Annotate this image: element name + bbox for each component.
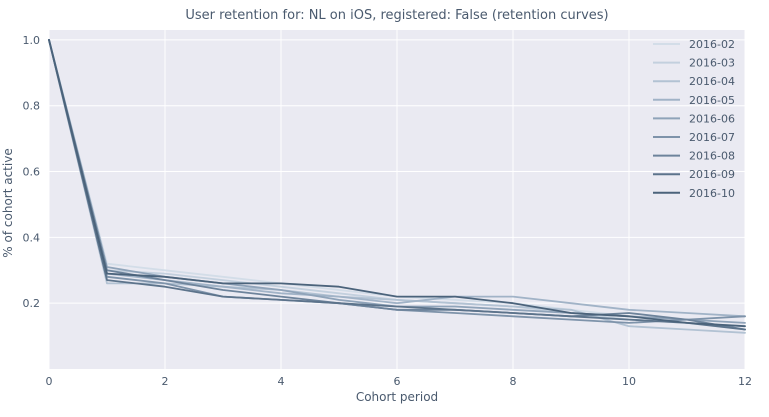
x-tick-label: 2: [162, 375, 169, 388]
legend-label: 2016-04: [689, 75, 735, 88]
legend: 2016-02 2016-03 2016-04 2016-05 2016-06 2016-…: [653, 38, 735, 200]
legend-label: 2016-10: [689, 187, 735, 200]
legend-item: 2016-07: [653, 131, 735, 144]
legend-item: 2016-09: [653, 168, 735, 181]
legend-item: 2016-02: [653, 38, 735, 51]
x-tick-label: 6: [394, 375, 401, 388]
y-tick-label: 0.4: [23, 231, 41, 244]
y-tick-labels: 0.2 0.4 0.6 0.8 1.0: [23, 34, 41, 310]
legend-label: 2016-08: [689, 150, 735, 163]
x-axis-label: Cohort period: [356, 390, 438, 404]
legend-label: 2016-09: [689, 168, 735, 181]
x-tick-label: 12: [738, 375, 752, 388]
chart-title: User retention for: NL on iOS, registere…: [185, 8, 608, 23]
legend-item: 2016-03: [653, 57, 735, 70]
x-tick-labels: 0 2 4 6 8 10 12: [46, 375, 753, 388]
legend-label: 2016-06: [689, 112, 735, 125]
legend-item: 2016-04: [653, 75, 735, 88]
legend-item: 2016-08: [653, 150, 735, 163]
legend-label: 2016-03: [689, 57, 735, 70]
legend-item: 2016-06: [653, 112, 735, 125]
grid: [48, 30, 746, 369]
x-tick-label: 8: [510, 375, 517, 388]
y-tick-label: 1.0: [23, 34, 41, 47]
series-lines: [48, 39, 746, 334]
x-tick-label: 0: [46, 375, 53, 388]
series-line-2016-09: [48, 39, 746, 331]
series-line-2016-08: [48, 39, 746, 331]
y-tick-label: 0.8: [23, 100, 41, 113]
x-tick-label: 10: [622, 375, 636, 388]
x-tick-label: 4: [278, 375, 285, 388]
y-axis-label: % of cohort active: [1, 148, 15, 257]
legend-label: 2016-05: [689, 94, 735, 107]
legend-item: 2016-05: [653, 94, 735, 107]
legend-label: 2016-02: [689, 38, 735, 51]
y-tick-label: 0.2: [23, 297, 41, 310]
y-tick-label: 0.6: [23, 166, 41, 179]
legend-label: 2016-07: [689, 131, 735, 144]
series-line-2016-10: [48, 39, 746, 328]
legend-item: 2016-10: [653, 187, 735, 200]
